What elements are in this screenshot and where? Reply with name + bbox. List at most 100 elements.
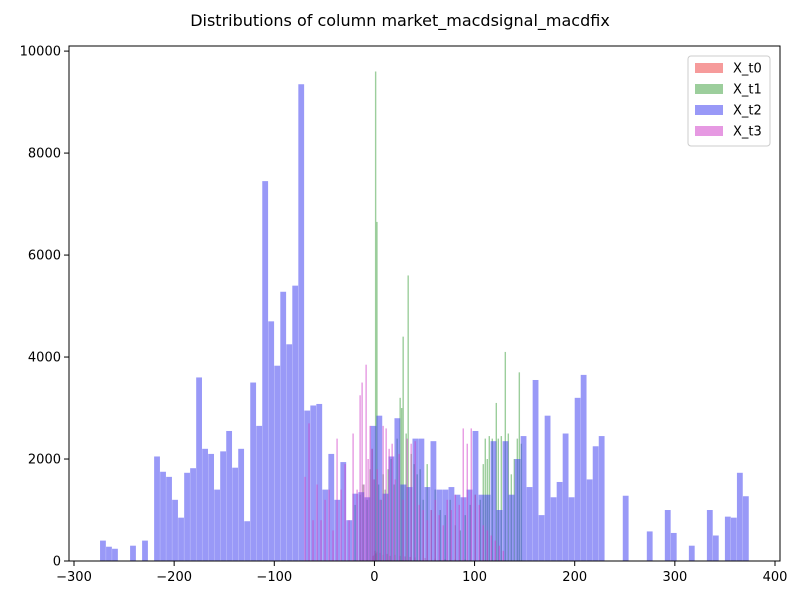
bar-X_t2-17 <box>202 448 208 561</box>
bar-X_t2-32 <box>292 285 299 561</box>
bar-X_t3-13 <box>356 489 358 561</box>
bar-X_t3-0 <box>304 476 306 561</box>
bar-X_t3-6 <box>328 489 330 561</box>
bar-X_t2-0 <box>100 540 106 561</box>
bar-X_t2-44 <box>364 497 371 561</box>
bar-X_t2-106 <box>736 472 743 561</box>
bar-X_t3-48 <box>474 494 476 561</box>
bar-X_t2-68 <box>508 494 515 561</box>
bar-X_t3-44 <box>458 504 460 561</box>
bar-X_t3-29 <box>398 453 400 561</box>
bar-X_t2-1 <box>106 546 112 561</box>
bar-X_t1-19 <box>402 336 404 561</box>
bar-X_t3-33 <box>414 441 416 561</box>
bar-X_t3-27 <box>391 443 393 561</box>
legend-label-X_t3: X_t3 <box>733 125 762 140</box>
bar-X_t2-31 <box>286 344 293 561</box>
bar-X_t2-14 <box>184 472 190 561</box>
x-tick-label: 200 <box>562 570 587 585</box>
bar-X_t2-75 <box>550 497 557 561</box>
bar-X_t3-21 <box>373 479 375 561</box>
bar-X_t1-46 <box>500 436 503 561</box>
bar-X_t2-66 <box>496 510 503 561</box>
bar-X_t2-16 <box>196 377 202 561</box>
bar-X_t3-15 <box>361 382 363 561</box>
legend-swatch-X_t2 <box>695 105 723 115</box>
bar-X_t2-104 <box>724 516 731 561</box>
bar-X_t2-40 <box>340 462 347 561</box>
bar-X_t3-3 <box>316 484 318 561</box>
bar-X_t2-55 <box>430 441 437 561</box>
bar-X_t2-79 <box>574 397 581 561</box>
bar-X_t2-11 <box>166 476 172 561</box>
bar-X_t2-107 <box>742 496 749 561</box>
bar-X_t3-37 <box>430 510 432 561</box>
y-tick-label: 4000 <box>28 351 61 366</box>
bar-X_t2-12 <box>172 499 178 561</box>
bar-X_t1-7 <box>374 71 377 561</box>
bar-X_t2-2 <box>112 548 118 561</box>
bar-X_t2-49 <box>394 418 401 561</box>
bar-X_t2-98 <box>688 545 695 561</box>
y-tick-label: 8000 <box>28 147 61 162</box>
bar-X_t2-21 <box>226 430 233 561</box>
legend-label-X_t2: X_t2 <box>733 104 762 119</box>
bar-X_t3-10 <box>344 464 346 561</box>
bar-X_t2-7 <box>142 540 148 561</box>
bar-X_t3-8 <box>336 438 338 561</box>
y-axis: 0 2000 4000 6000 8000 10000 <box>20 45 69 570</box>
bar-X_t3-12 <box>352 433 354 561</box>
legend-box <box>687 55 771 147</box>
bar-X_t3-49 <box>478 504 480 561</box>
bar-X_t3-20 <box>371 448 373 561</box>
x-tick-label: 300 <box>662 570 687 585</box>
bar-X_t3-5 <box>324 499 326 561</box>
bar-X_t2-15 <box>190 468 196 561</box>
bar-X_t3-11 <box>348 520 350 561</box>
bar-X_t3-18 <box>367 459 369 561</box>
legend-swatch-X_t1 <box>695 84 723 94</box>
bar-X_t2-77 <box>562 433 569 561</box>
bar-X_t3-36 <box>426 520 428 561</box>
x-tick-label: −100 <box>256 570 292 585</box>
bar-X_t2-73 <box>538 515 545 561</box>
bar-X_t2-63 <box>478 494 485 561</box>
bar-X_t2-36 <box>316 403 323 561</box>
bar-X_t3-22 <box>376 469 378 561</box>
bar-X_t2-5 <box>130 545 136 561</box>
bar-X_t2-23 <box>238 448 245 561</box>
bar-X_t2-27 <box>262 181 269 561</box>
bar-X_t2-57 <box>442 489 449 561</box>
bar-X_t2-38 <box>328 453 335 561</box>
bar-X_t2-91 <box>646 531 653 561</box>
bar-X_t3-2 <box>312 520 314 561</box>
y-tick-label: 6000 <box>28 249 61 264</box>
bar-X_t2-46 <box>376 415 383 561</box>
bar-X_t2-95 <box>670 532 677 561</box>
y-tick-label: 0 <box>53 555 61 570</box>
bar-X_t2-87 <box>622 495 629 561</box>
bar-X_t3-26 <box>388 448 390 561</box>
y-tick-label: 10000 <box>20 45 61 60</box>
x-axis: −300 −200 −100 0 100 200 300 400 <box>56 561 787 585</box>
bar-X_t3-9 <box>340 489 342 561</box>
bar-X_t2-22 <box>232 467 239 561</box>
bar-X_t2-51 <box>406 487 413 561</box>
bar-X_t3-39 <box>438 515 440 561</box>
bar-X_t2-74 <box>544 415 551 561</box>
bar-X_t3-53 <box>494 540 496 561</box>
bar-X_t2-47 <box>382 493 389 561</box>
bar-X_t2-72 <box>532 379 539 561</box>
bar-X_t2-80 <box>580 374 587 561</box>
bar-X_t2-83 <box>598 436 605 561</box>
bar-X_t1-21 <box>407 275 409 561</box>
bar-X_t3-55 <box>502 550 505 561</box>
bar-X_t2-53 <box>418 438 425 561</box>
bar-X_t3-14 <box>359 395 361 561</box>
bar-X_t3-38 <box>434 499 436 561</box>
bar-X_t2-24 <box>244 521 251 561</box>
legend-label-X_t0: X_t0 <box>733 62 762 77</box>
bar-X_t2-64 <box>484 494 491 561</box>
bar-X_t2-35 <box>310 405 317 561</box>
